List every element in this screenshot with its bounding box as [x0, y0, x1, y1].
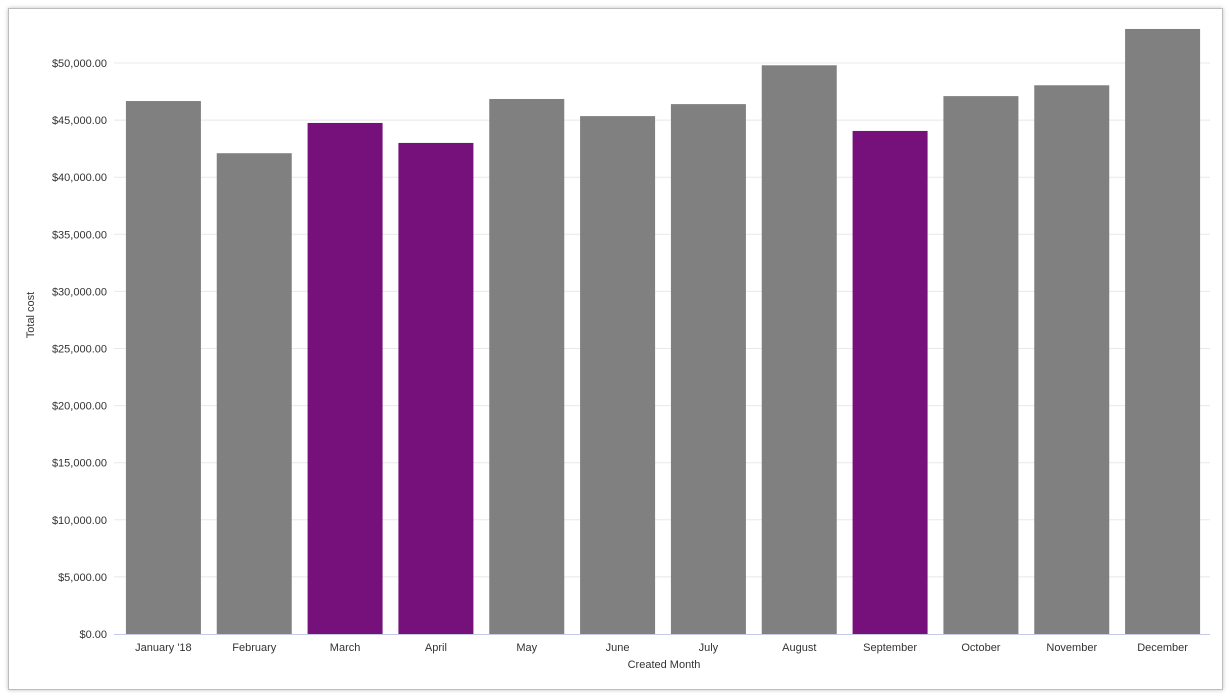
bar[interactable]: [489, 98, 565, 634]
y-axis-ticks: $0.00 $5,000.00 $10,000.00 $15,000.00 $20,00…: [52, 58, 107, 641]
bar[interactable]: [398, 142, 474, 634]
y-tick-label: $25,000.00: [52, 344, 107, 356]
x-tick-label: June: [606, 642, 630, 654]
bar[interactable]: [580, 116, 656, 634]
x-axis-ticks: January '18 February March April May June July…: [135, 642, 1188, 654]
x-tick-label: December: [1137, 642, 1188, 654]
x-tick-label: May: [516, 642, 537, 654]
y-tick-label: $30,000.00: [52, 286, 107, 298]
bar[interactable]: [943, 96, 1019, 635]
y-axis-label: Total cost: [25, 292, 37, 338]
gridlines: [114, 62, 1210, 578]
bar[interactable]: [307, 122, 383, 634]
bar[interactable]: [761, 65, 837, 634]
x-tick-label: September: [863, 642, 917, 654]
x-tick-label: July: [699, 642, 719, 654]
y-tick-label: $50,000.00: [52, 58, 107, 70]
y-tick-label: $35,000.00: [52, 229, 107, 241]
bar[interactable]: [852, 130, 928, 634]
bar[interactable]: [125, 101, 201, 634]
x-tick-label: January '18: [135, 642, 192, 654]
x-tick-label: April: [425, 642, 447, 654]
y-tick-label: $45,000.00: [52, 115, 107, 127]
y-tick-label: $20,000.00: [52, 401, 107, 413]
y-tick-label: $10,000.00: [52, 515, 107, 527]
x-tick-label: March: [330, 642, 361, 654]
x-tick-label: February: [232, 642, 277, 654]
x-tick-label: October: [961, 642, 1000, 654]
y-tick-label: $40,000.00: [52, 172, 107, 184]
bar[interactable]: [216, 153, 292, 634]
y-tick-label: $0.00: [79, 629, 107, 641]
bar[interactable]: [1125, 28, 1201, 635]
x-tick-label: November: [1046, 642, 1097, 654]
bar[interactable]: [1034, 85, 1110, 635]
y-tick-label: $15,000.00: [52, 458, 107, 470]
y-tick-label: $5,000.00: [58, 572, 107, 584]
bars: [125, 28, 1201, 635]
x-tick-label: August: [782, 642, 816, 654]
x-axis-label: Created Month: [628, 659, 701, 671]
bar[interactable]: [670, 104, 746, 634]
